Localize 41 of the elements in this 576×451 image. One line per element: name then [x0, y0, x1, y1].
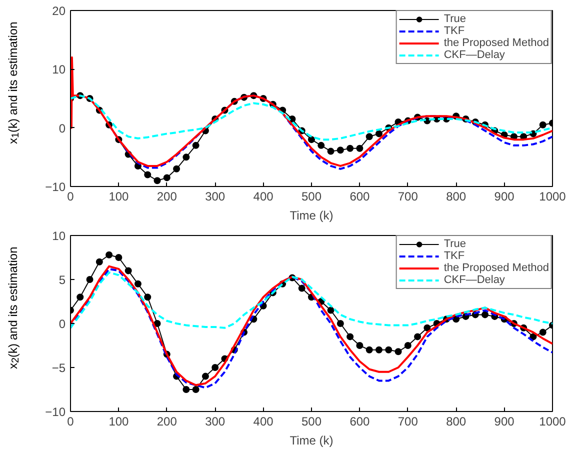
legend-label: TKF	[444, 250, 465, 262]
x-tick-label: 600	[350, 190, 370, 204]
y-tick-label: 20	[52, 4, 66, 18]
y-tick-label: 0	[58, 121, 66, 136]
x-tick-label: 700	[398, 190, 418, 204]
y-tick-label: 10	[52, 229, 66, 243]
y-tick-label: 10	[52, 62, 66, 77]
x-tick-label: 800	[446, 414, 466, 428]
legend-label: the Proposed Method	[444, 37, 549, 49]
y-tick-label: −5	[52, 361, 66, 375]
legend-label: the Proposed Method	[444, 262, 549, 274]
legend-label: CKF—Delay	[444, 49, 505, 61]
x-tick-label: 500	[301, 414, 322, 428]
x-tick-label: 700	[398, 414, 418, 428]
y-tick-label: 0	[58, 317, 66, 331]
x-tick-label: 800	[446, 190, 466, 204]
x-tick-label: 900	[494, 190, 515, 204]
x-tick-label: 200	[156, 190, 178, 204]
x-tick-label: 0	[67, 190, 74, 204]
x-tick-label: 0	[67, 414, 74, 428]
legend-label: True	[444, 13, 466, 25]
y-tick-label: −10	[45, 180, 66, 194]
legend-label: TKF	[444, 25, 465, 37]
legend-label: True	[444, 238, 466, 250]
x-tick-label: 500	[301, 190, 322, 204]
x-tick-label: 1000	[539, 190, 566, 204]
x-tick-label: 300	[205, 414, 226, 428]
legend-label: CKF—Delay	[444, 274, 505, 286]
x-tick-label: 600	[350, 414, 370, 428]
x-tick-label: 400	[253, 190, 274, 204]
x-tick-label: 1000	[539, 414, 566, 428]
y-tick-label: 5	[58, 273, 66, 287]
x-tick-label: 900	[494, 414, 515, 428]
x-tick-label: 300	[205, 190, 226, 204]
y-tick-label: −10	[45, 405, 66, 419]
x-tick-label: 100	[108, 190, 130, 204]
x-tick-label: 200	[156, 414, 178, 428]
x-axis-title: Time (k)	[290, 434, 334, 448]
x-tick-label: 100	[108, 414, 130, 428]
x-tick-label: 400	[253, 414, 274, 428]
x-axis-title: Time (k)	[290, 208, 334, 222]
